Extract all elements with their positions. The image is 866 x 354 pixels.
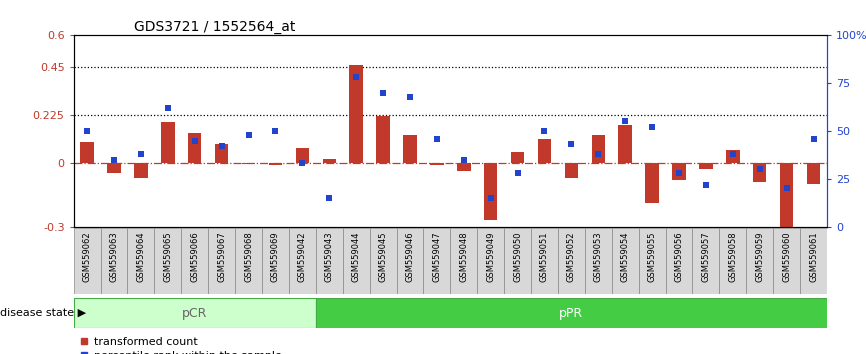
Text: GSM559046: GSM559046 (405, 232, 415, 282)
Bar (585, 228, 611, 294)
Bar (181, 228, 208, 294)
Bar (208, 228, 235, 294)
Bar (504, 228, 531, 294)
Text: GSM559042: GSM559042 (298, 232, 307, 282)
Text: GSM559055: GSM559055 (648, 232, 656, 282)
Bar (161, 122, 175, 163)
Bar (404, 135, 417, 163)
Bar (726, 150, 740, 163)
Bar (450, 228, 477, 294)
Bar (127, 228, 154, 294)
Text: GSM559065: GSM559065 (164, 232, 172, 282)
Bar (457, 163, 470, 171)
Bar (370, 228, 397, 294)
Text: GSM559057: GSM559057 (701, 232, 710, 282)
Text: GSM559060: GSM559060 (782, 232, 792, 282)
Bar (565, 163, 578, 178)
Bar (746, 228, 773, 294)
Bar (699, 163, 713, 169)
Text: GSM559048: GSM559048 (459, 232, 469, 282)
Bar (780, 163, 793, 227)
Bar (322, 159, 336, 163)
Bar (611, 228, 638, 294)
Bar (484, 163, 497, 220)
Text: GSM559047: GSM559047 (432, 232, 442, 282)
Legend: transformed count, percentile rank within the sample: transformed count, percentile rank withi… (79, 337, 281, 354)
Bar (74, 298, 316, 328)
Text: GSM559068: GSM559068 (244, 232, 253, 282)
Bar (215, 144, 229, 163)
Text: GSM559058: GSM559058 (728, 232, 737, 282)
Bar (289, 228, 316, 294)
Text: GSM559054: GSM559054 (621, 232, 630, 282)
Bar (74, 228, 100, 294)
Bar (666, 228, 693, 294)
Bar (693, 228, 720, 294)
Bar (800, 228, 827, 294)
Bar (807, 163, 820, 184)
Bar (511, 152, 524, 163)
Bar (477, 228, 504, 294)
Bar (753, 163, 766, 182)
Text: GSM559056: GSM559056 (675, 232, 683, 282)
Bar (423, 228, 450, 294)
Bar (720, 228, 746, 294)
Text: GSM559043: GSM559043 (325, 232, 333, 282)
Text: GSM559061: GSM559061 (809, 232, 818, 282)
Text: disease state ▶: disease state ▶ (0, 308, 86, 318)
Bar (316, 228, 343, 294)
Bar (672, 163, 686, 180)
Bar (100, 228, 127, 294)
Text: GSM559051: GSM559051 (540, 232, 549, 282)
Bar (235, 228, 262, 294)
Text: pCR: pCR (182, 307, 207, 320)
Bar (242, 163, 255, 164)
Text: GSM559069: GSM559069 (271, 232, 280, 282)
Text: GDS3721 / 1552564_at: GDS3721 / 1552564_at (134, 21, 295, 34)
Bar (107, 163, 120, 173)
Bar (316, 298, 827, 328)
Text: GSM559045: GSM559045 (378, 232, 388, 282)
Bar (558, 228, 585, 294)
Bar (591, 135, 605, 163)
Bar (397, 228, 423, 294)
Bar (538, 139, 552, 163)
Bar (134, 163, 147, 178)
Text: GSM559050: GSM559050 (513, 232, 522, 282)
Text: GSM559049: GSM559049 (486, 232, 495, 282)
Text: GSM559063: GSM559063 (109, 232, 119, 282)
Bar (154, 228, 181, 294)
Bar (295, 148, 309, 163)
Bar (81, 142, 94, 163)
Bar (773, 228, 800, 294)
Text: GSM559044: GSM559044 (352, 232, 360, 282)
Text: GSM559059: GSM559059 (755, 232, 765, 282)
Text: GSM559066: GSM559066 (191, 232, 199, 282)
Text: GSM559067: GSM559067 (217, 232, 226, 282)
Text: pPR: pPR (559, 307, 584, 320)
Bar (188, 133, 202, 163)
Bar (645, 163, 659, 203)
Bar (618, 125, 632, 163)
Bar (349, 65, 363, 163)
Bar (430, 163, 443, 165)
Text: GSM559053: GSM559053 (594, 232, 603, 282)
Bar (638, 228, 666, 294)
Text: GSM559052: GSM559052 (567, 232, 576, 282)
Bar (531, 228, 558, 294)
Bar (262, 228, 289, 294)
Text: GSM559062: GSM559062 (82, 232, 92, 282)
Text: GSM559064: GSM559064 (136, 232, 145, 282)
Bar (268, 163, 282, 165)
Bar (343, 228, 370, 294)
Bar (377, 116, 390, 163)
